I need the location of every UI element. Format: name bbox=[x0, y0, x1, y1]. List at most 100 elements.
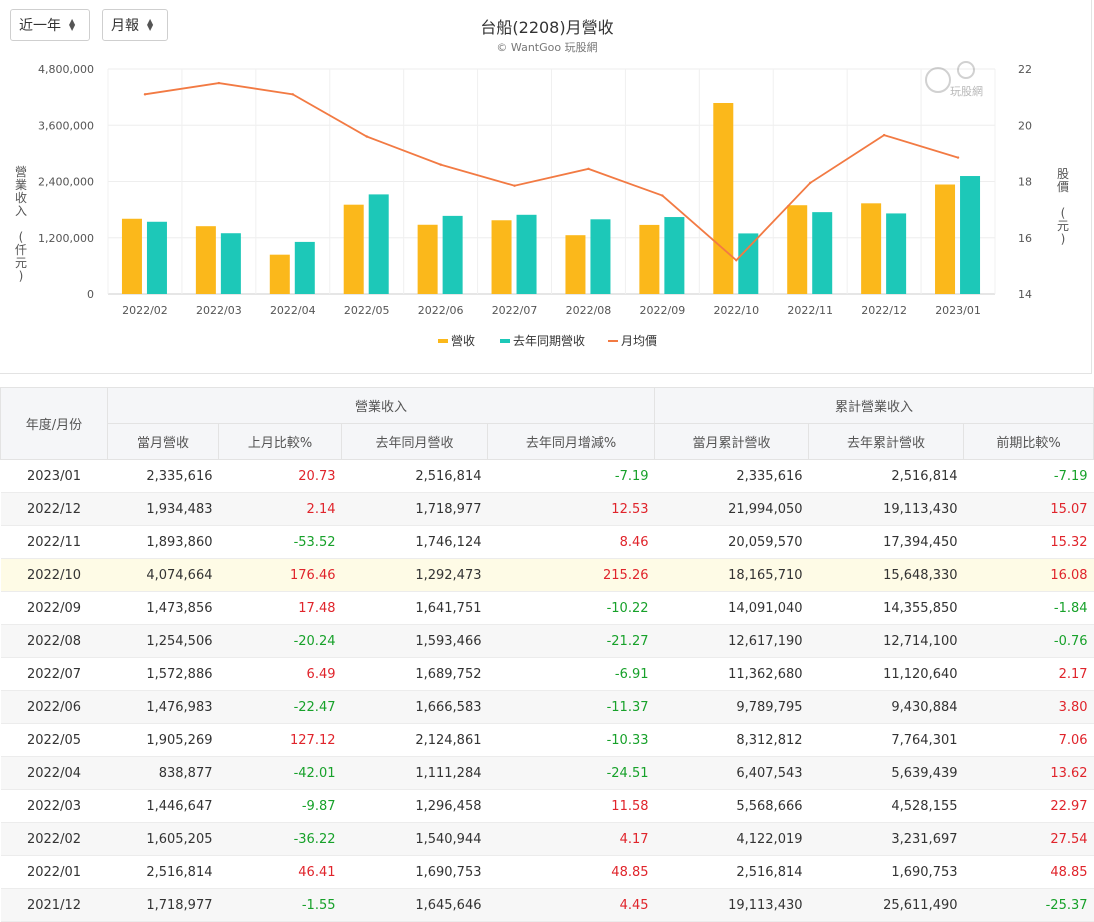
x-tick-label: 2022/06 bbox=[418, 304, 464, 317]
y2-tick-label: 22 bbox=[1018, 63, 1032, 76]
avg-price-point bbox=[291, 93, 294, 96]
table-cell: 3.80 bbox=[963, 690, 1094, 724]
y2-axis-label-char: 元 bbox=[1057, 219, 1069, 233]
table-row: 2022/01 2,516,814 46.41 1,690,753 48.85 2,516… bbox=[0, 855, 1094, 889]
table-cell: 17,394,450 bbox=[808, 525, 964, 559]
table-cell: -20.24 bbox=[218, 624, 342, 658]
table-cell: -9.87 bbox=[218, 789, 342, 823]
table-cell: 11,120,640 bbox=[808, 657, 964, 691]
table-cell: 127.12 bbox=[218, 723, 342, 757]
revenue-table-wrap: 年度/月份 營業收入 累計營業收入 當月營收 上月比較% 去年同月營收 去年同月… bbox=[0, 387, 1094, 922]
table-cell: -10.33 bbox=[487, 723, 655, 757]
revenue-bar bbox=[565, 235, 586, 294]
revenue-bar bbox=[861, 203, 882, 294]
last-year-revenue-bar bbox=[590, 219, 611, 294]
avg-price-point bbox=[661, 194, 664, 197]
row-year-month: 2022/06 bbox=[0, 690, 108, 724]
x-tick-label: 2022/11 bbox=[787, 304, 833, 317]
table-cell: 2,124,861 bbox=[341, 723, 488, 757]
avg-price-point bbox=[809, 181, 812, 185]
row-year-month: 2023/01 bbox=[0, 459, 108, 493]
table-cell: 4.17 bbox=[487, 822, 655, 856]
table-cell: 15.32 bbox=[963, 525, 1094, 559]
table-cell: 7,764,301 bbox=[808, 723, 964, 757]
row-year-month: 2022/07 bbox=[0, 657, 108, 691]
table-cell: 17.48 bbox=[218, 591, 342, 625]
range-select[interactable]: 近一年 ▲ ▼ bbox=[10, 9, 90, 41]
table-cell: 20.73 bbox=[218, 459, 342, 493]
table-cell: 15,648,330 bbox=[808, 558, 964, 592]
x-tick-label: 2022/12 bbox=[861, 304, 907, 317]
x-tick-label: 2022/02 bbox=[122, 304, 168, 317]
x-tick-label: 2022/07 bbox=[492, 304, 538, 317]
y2-axis-label-char: 價 bbox=[1057, 180, 1069, 194]
table-cell: 1,476,983 bbox=[107, 690, 219, 724]
legend-label: 去年同期營收 bbox=[513, 334, 585, 348]
row-year-month: 2022/10 bbox=[0, 558, 108, 592]
table-cell: -6.91 bbox=[487, 657, 655, 691]
table-cell: 4,122,019 bbox=[654, 822, 809, 856]
table-cell: 1,666,583 bbox=[341, 690, 488, 724]
table-cell: -1.84 bbox=[963, 591, 1094, 625]
x-tick-label: 2022/10 bbox=[713, 304, 759, 317]
table-cell: 12,714,100 bbox=[808, 624, 964, 658]
table-cell: 2,516,814 bbox=[654, 855, 809, 889]
table-row: 2021/12 1,718,977 -1.55 1,645,646 4.45 19,113… bbox=[0, 888, 1094, 922]
y-tick-label: 0 bbox=[87, 288, 94, 301]
last-year-revenue-bar bbox=[368, 194, 389, 294]
table-cell: 8.46 bbox=[487, 525, 655, 559]
y-axis-label-char: ( bbox=[19, 230, 24, 244]
table-cell: 1,718,977 bbox=[107, 888, 219, 922]
y-axis-label-char: 營 bbox=[15, 165, 27, 179]
header-group-cumulative: 累計營業收入 bbox=[654, 387, 1094, 424]
sort-arrows-icon: ▲ ▼ bbox=[147, 17, 154, 32]
table-cell: -10.22 bbox=[487, 591, 655, 625]
period-select[interactable]: 月報 ▲ ▼ bbox=[102, 9, 168, 41]
table-cell: -24.51 bbox=[487, 756, 655, 790]
table-cell: 2.14 bbox=[218, 492, 342, 526]
table-cell: 6.49 bbox=[218, 657, 342, 691]
table-cell: 1,446,647 bbox=[107, 789, 219, 823]
table-cell: 12,617,190 bbox=[654, 624, 809, 658]
row-year-month: 2022/08 bbox=[0, 624, 108, 658]
table-cell: 1,905,269 bbox=[107, 723, 219, 757]
table-cell: 2,516,814 bbox=[107, 855, 219, 889]
revenue-bar bbox=[343, 204, 364, 294]
table-cell: 1,473,856 bbox=[107, 591, 219, 625]
last-year-revenue-bar bbox=[664, 217, 685, 294]
row-year-month: 2022/11 bbox=[0, 525, 108, 559]
header-group-revenue: 營業收入 bbox=[106, 387, 656, 424]
table-cell: 1,718,977 bbox=[341, 492, 488, 526]
table-cell: 16.08 bbox=[963, 558, 1094, 592]
table-cell: 15.07 bbox=[963, 492, 1094, 526]
table-cell: 13.62 bbox=[963, 756, 1094, 790]
table-cell: 14,355,850 bbox=[808, 591, 964, 625]
table-cell: 176.46 bbox=[218, 558, 342, 592]
table-cell: 9,789,795 bbox=[654, 690, 809, 724]
x-tick-label: 2023/01 bbox=[935, 304, 981, 317]
legend-swatch bbox=[438, 339, 448, 343]
revenue-bar bbox=[787, 205, 808, 294]
legend-swatch bbox=[500, 339, 510, 343]
y-tick-label: 3,600,000 bbox=[38, 119, 94, 132]
revenue-bar bbox=[935, 184, 956, 294]
table-cell: 1,893,860 bbox=[107, 525, 219, 559]
row-year-month: 2022/04 bbox=[0, 756, 108, 790]
column-header: 前期比較% bbox=[963, 423, 1094, 460]
avg-price-point bbox=[217, 81, 221, 85]
table-cell: 2,335,616 bbox=[107, 459, 219, 493]
avg-price-point bbox=[439, 163, 442, 166]
watermark-text: 玩股網 bbox=[950, 84, 983, 98]
table-row: 2022/11 1,893,860 -53.52 1,746,124 8.46 20,05… bbox=[0, 525, 1094, 559]
y2-tick-label: 20 bbox=[1018, 119, 1032, 132]
table-cell: 2.17 bbox=[963, 657, 1094, 691]
avg-price-point bbox=[587, 167, 590, 171]
row-year-month: 2022/03 bbox=[0, 789, 108, 823]
row-year-month: 2022/05 bbox=[0, 723, 108, 757]
row-year-month: 2022/12 bbox=[0, 492, 108, 526]
revenue-table: 年度/月份 營業收入 累計營業收入 當月營收 上月比較% 去年同月營收 去年同月… bbox=[0, 387, 1094, 922]
last-year-revenue-bar bbox=[442, 215, 463, 294]
y2-axis-label-char: 股 bbox=[1057, 167, 1069, 181]
table-cell: 20,059,570 bbox=[654, 525, 809, 559]
table-cell: 1,292,473 bbox=[341, 558, 488, 592]
